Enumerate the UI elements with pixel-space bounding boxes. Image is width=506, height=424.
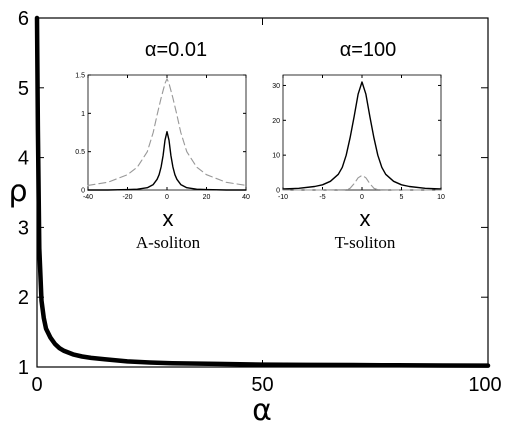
x-tick-label: 20: [203, 194, 211, 201]
solid-series-line: [34, 15, 491, 368]
y-tick-label: 30: [272, 83, 280, 90]
x-tick-label: 100: [468, 374, 501, 396]
y-tick-label: 2: [18, 287, 29, 309]
y-tick-label: 1.5: [75, 73, 85, 80]
x-tick-label: 10: [437, 194, 445, 201]
plot-frame: [282, 74, 442, 191]
inset-plot-2: -10 -5 0 5 10 0 10 20 30 α=100 x T-soliton: [272, 39, 445, 252]
inset-caption: T-soliton: [335, 233, 396, 252]
x-tick-label: 0: [165, 194, 169, 201]
x-axis-label: α: [252, 393, 272, 424]
y-tick-label: 10: [272, 153, 280, 160]
y-tick-label: 0: [81, 188, 85, 195]
y-tick-label: 5: [18, 78, 29, 100]
y-tick-label: 4: [18, 148, 29, 170]
x-tick-label: -40: [83, 194, 93, 201]
y-axis-label: ρ: [8, 174, 27, 209]
plot-frame: [36, 17, 489, 368]
inset-title: α=0.01: [145, 39, 207, 61]
x-tick-label: 40: [242, 194, 250, 201]
inset-caption: A-soliton: [136, 233, 201, 252]
x-tick-label: -10: [278, 194, 288, 201]
inset-title: α=100: [340, 39, 397, 61]
solid-series-line: [282, 81, 442, 190]
x-tick-label: -20: [122, 194, 132, 201]
x-tick-label: 0: [360, 194, 364, 201]
inset-x-label: x: [360, 206, 371, 231]
solid-series-line: [87, 130, 247, 191]
y-tick-label: 1: [18, 357, 29, 379]
y-tick-label: 6: [18, 8, 29, 30]
y-tick-label: 3: [18, 217, 29, 239]
x-tick-label: 0: [31, 374, 42, 396]
x-tick-label: 5: [400, 194, 404, 201]
inset-x-label: x: [163, 206, 174, 231]
y-tick-label: 0: [276, 188, 280, 195]
dashed-series-line: [87, 78, 247, 186]
x-tick-label: 50: [251, 374, 273, 396]
y-tick-label: 0.5: [75, 149, 85, 156]
x-tick-label: -5: [319, 194, 325, 201]
y-tick-label: 1: [81, 111, 85, 118]
y-tick-label: 20: [272, 118, 280, 125]
inset-plot-1: -40 -20 0 20 40 0 0.5 1 1.5 α=0.01 x A-soliton: [75, 39, 250, 252]
